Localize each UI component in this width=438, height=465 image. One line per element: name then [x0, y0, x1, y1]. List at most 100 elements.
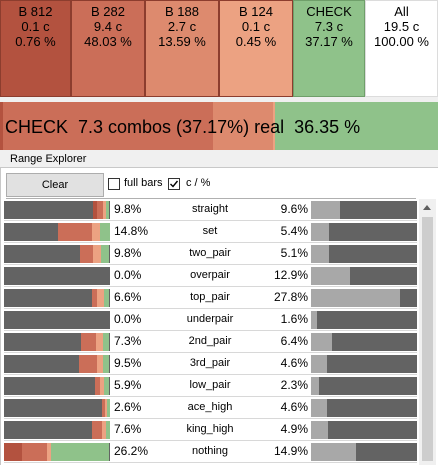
range-row-king-high[interactable]: 7.6% king_high 4.9% [0, 419, 438, 441]
action-mix-bar [4, 399, 110, 417]
range-share-bar [311, 311, 417, 329]
action-mix-segment [103, 201, 106, 219]
cpct-checkbox[interactable] [168, 178, 180, 190]
scroll-up-icon[interactable] [423, 205, 431, 210]
action-box-all[interactable]: All 19.5 c 100.00 % [365, 0, 438, 97]
action-mix-segment [103, 333, 109, 351]
range-share-fill [311, 355, 327, 373]
action-name: B 812 [18, 4, 53, 19]
hand-category-label: nothing [191, 445, 229, 457]
action-mix-segment [92, 289, 97, 307]
action-mix-bar [4, 267, 110, 285]
action-mix-bar [4, 289, 110, 307]
action-frequency-value: 9.5% [114, 356, 142, 370]
row-divider [4, 440, 417, 441]
range-row-straight[interactable]: 9.8% straight 9.6% [0, 199, 438, 221]
range-share-fill [311, 201, 340, 219]
action-mix-segment [100, 223, 110, 241]
action-percent: 0.45 % [235, 34, 277, 49]
action-box-b812[interactable]: B 812 0.1 c 0.76 % [0, 0, 71, 97]
action-box-check[interactable]: CHECK 7.3 c 37.17 % [293, 0, 365, 97]
action-mix-segment [95, 377, 100, 395]
full-bars-label: full bars [124, 177, 163, 189]
action-combos: 0.1 c [241, 19, 271, 34]
row-divider [4, 242, 417, 243]
full-bars-checkbox[interactable] [108, 178, 120, 190]
action-mix-segment [97, 201, 103, 219]
range-row-top-pair[interactable]: 6.6% top_pair 27.8% [0, 287, 438, 309]
scrollbar-thumb[interactable] [422, 217, 433, 461]
action-frequency-value: 0.0% [114, 312, 142, 326]
row-divider [4, 286, 417, 287]
action-mix-bar [4, 333, 110, 351]
range-row-underpair[interactable]: 0.0% underpair 1.6% [0, 309, 438, 331]
action-name: B 124 [239, 4, 273, 19]
range-share-bar [311, 333, 417, 351]
range-share-value: 5.1% [280, 246, 308, 260]
range-share-fill [311, 421, 328, 439]
action-mix-segment [102, 399, 105, 417]
action-percent: 13.59 % [158, 34, 206, 49]
action-mix-bar [4, 443, 110, 461]
range-row-overpair[interactable]: 0.0% overpair 12.9% [0, 265, 438, 287]
clear-button[interactable]: Clear [6, 173, 104, 197]
hand-category-label: king_high [186, 423, 234, 435]
action-box-b282[interactable]: B 282 9.4 c 48.03 % [71, 0, 145, 97]
action-frequency-value: 7.6% [114, 422, 142, 436]
action-name: All [394, 4, 409, 19]
action-mix-bar [4, 223, 110, 241]
hand-category-label: 3rd_pair [189, 357, 231, 369]
row-divider [4, 330, 417, 331]
action-percent: 48.03 % [84, 34, 132, 49]
action-combos: 19.5 c [383, 19, 420, 34]
hand-category-label: two_pair [189, 247, 231, 259]
summary-segment [213, 102, 273, 150]
vertical-scrollbar[interactable] [419, 199, 436, 465]
action-frequency-value: 9.8% [114, 202, 142, 216]
action-box-b188[interactable]: B 188 2.7 c 13.59 % [145, 0, 219, 97]
action-mix-bar [4, 245, 110, 263]
action-mix-segment [93, 201, 97, 219]
row-divider [4, 418, 417, 419]
range-share-bar [311, 245, 417, 263]
hand-category-label: low_pair [189, 379, 231, 391]
range-row-3rd-pair[interactable]: 9.5% 3rd_pair 4.6% [0, 353, 438, 375]
divider [0, 167, 438, 168]
range-row-2nd-pair[interactable]: 7.3% 2nd_pair 6.4% [0, 331, 438, 353]
action-mix-segment [97, 289, 104, 307]
hand-category-label: top_pair [190, 291, 230, 303]
range-share-value: 14.9% [273, 444, 308, 458]
action-mix-segment [106, 201, 109, 219]
range-row-two-pair[interactable]: 9.8% two_pair 5.1% [0, 243, 438, 265]
range-share-fill [311, 377, 319, 395]
action-mix-segment [4, 443, 22, 461]
action-mix-segment [79, 355, 97, 373]
hand-category-label: set [202, 225, 218, 237]
action-mix-segment [100, 377, 104, 395]
range-share-fill [311, 333, 332, 351]
action-frequency-value: 0.0% [114, 268, 142, 282]
range-row-ace-high[interactable]: 2.6% ace_high 4.6% [0, 397, 438, 419]
action-name: B 282 [91, 4, 125, 19]
action-mix-segment [104, 289, 109, 307]
action-combos: 7.3 c [314, 19, 344, 34]
row-divider [4, 308, 417, 309]
action-box-b124[interactable]: B 124 0.1 c 0.45 % [219, 0, 293, 97]
range-share-value: 4.6% [280, 400, 308, 414]
action-combos: 2.7 c [167, 19, 197, 34]
action-mix-segment [107, 399, 110, 417]
action-frequency-value: 9.8% [114, 246, 142, 260]
action-mix-segment [93, 245, 101, 263]
summary-segment [0, 102, 3, 150]
action-mix-bar [4, 311, 110, 329]
range-row-low-pair[interactable]: 5.9% low_pair 2.3% [0, 375, 438, 397]
range-row-nothing[interactable]: 26.2% nothing 14.9% [0, 441, 438, 463]
range-share-bar [311, 289, 417, 307]
action-mix-segment [58, 223, 92, 241]
range-row-set[interactable]: 14.8% set 5.4% [0, 221, 438, 243]
range-explorer-title: Range Explorer [10, 153, 87, 165]
action-mix-segment [80, 245, 93, 263]
range-share-bar [311, 421, 417, 439]
action-combos: 9.4 c [93, 19, 123, 34]
action-percent: 100.00 % [374, 34, 429, 49]
